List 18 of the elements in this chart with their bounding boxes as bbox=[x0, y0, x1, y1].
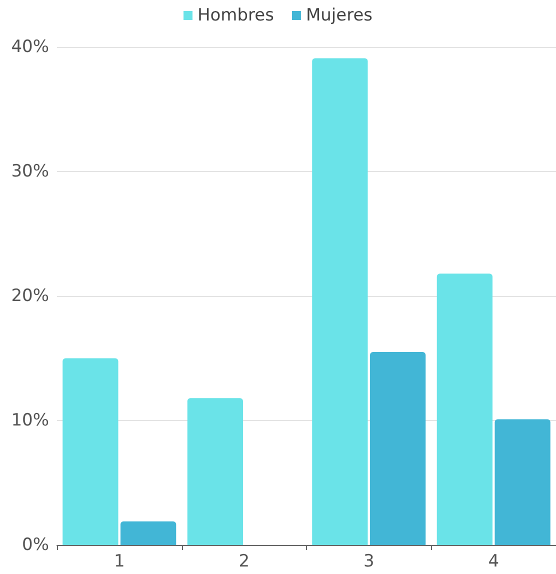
y-tick-label: 30% bbox=[11, 162, 49, 182]
x-tick-label: 3 bbox=[363, 552, 374, 572]
bar bbox=[187, 398, 244, 545]
y-tick-label: 0% bbox=[22, 535, 49, 555]
x-tick-label: 4 bbox=[488, 552, 500, 572]
legend-label: Mujeres bbox=[306, 6, 373, 26]
bar bbox=[370, 352, 426, 545]
y-tick-label: 40% bbox=[11, 37, 49, 57]
bar bbox=[62, 358, 118, 545]
bar bbox=[436, 274, 493, 545]
x-tick-label: 2 bbox=[238, 552, 250, 572]
y-tick-label: 20% bbox=[11, 286, 49, 306]
bar bbox=[120, 521, 176, 545]
y-tick-label: 10% bbox=[11, 410, 49, 430]
x-tick-label: 1 bbox=[114, 552, 125, 572]
legend-label: Hombres bbox=[197, 6, 274, 26]
bar bbox=[312, 58, 368, 545]
bar bbox=[494, 419, 550, 545]
